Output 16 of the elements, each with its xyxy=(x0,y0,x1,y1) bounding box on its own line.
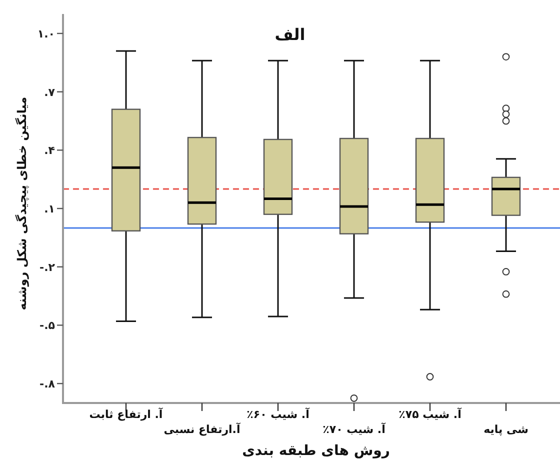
y-tick-label: -.۵ xyxy=(40,319,56,332)
text: الف xyxy=(274,25,306,44)
y-tick-label: -.۸ xyxy=(40,378,56,391)
y-tick-label: .۷ xyxy=(44,86,56,99)
y-axis-title: میانگین خطای پیچیدگی شکل روشنه xyxy=(15,96,29,310)
y-tick-label: -.۲ xyxy=(40,260,56,274)
x-axis-title: روش های طبقه بندی xyxy=(242,443,390,459)
y-tick-label: .۴ xyxy=(44,144,56,158)
x-tick-label: شی پایه xyxy=(484,423,528,436)
x-tick-label: آ. ارتفاع ثابت xyxy=(89,407,163,421)
y-tick-label: ۱.۰ xyxy=(37,27,55,40)
x-tick-label: آ. شیب ۶۰٪ xyxy=(246,407,310,421)
x-tick-label: آ.ارتفاع نسبی xyxy=(164,422,240,436)
y-tick-label: .۱ xyxy=(44,202,55,216)
x-tick-label: آ. شیب ۷۰٪ xyxy=(322,422,386,436)
x-tick-label: آ. شیب ۷۵٪ xyxy=(398,407,462,421)
